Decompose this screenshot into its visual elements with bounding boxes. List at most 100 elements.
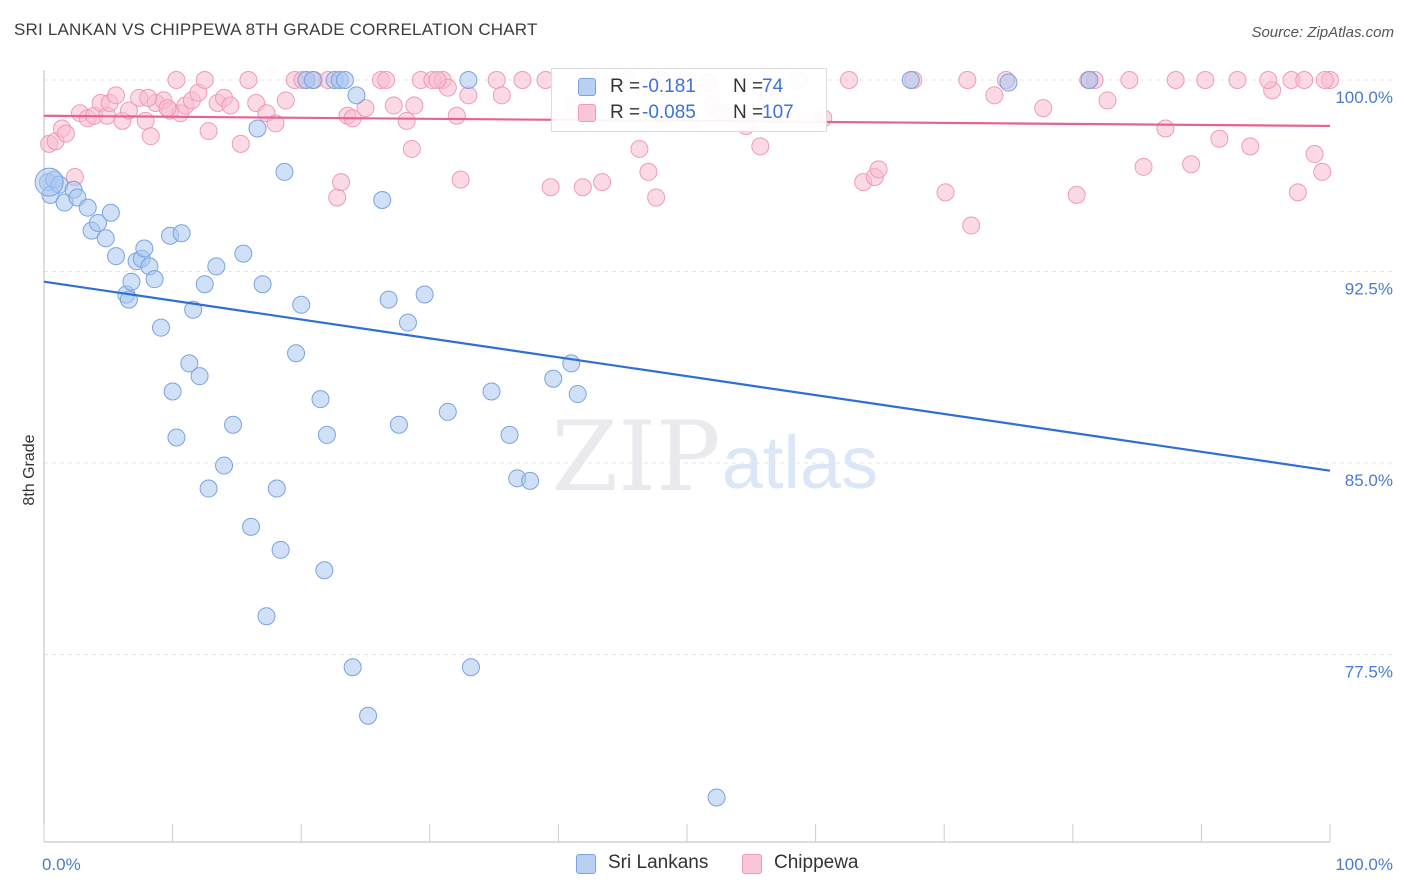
sri-lankan-point-72 (1080, 71, 1099, 89)
chippewa-point-13 (119, 101, 138, 120)
sri-lankan-point-31 (207, 257, 226, 276)
chippewa-swatch (742, 854, 762, 874)
sri-lankan-point-63 (482, 382, 501, 401)
chippewa-point-44 (356, 99, 375, 118)
chippewa-point-47 (397, 111, 416, 130)
y-tick-label-3: 77.5% (1345, 663, 1393, 682)
sri-lankan-point-21 (152, 318, 171, 337)
chippewa-point-58 (492, 86, 511, 105)
sri-lankan-point-51 (335, 71, 354, 89)
n-value: 74 (762, 76, 784, 97)
sri-lankan-point-39 (267, 479, 286, 498)
legend-row-chippewa: R = -0.085 N = 107 (552, 101, 826, 127)
sri-lankan-point-61 (459, 71, 478, 89)
chippewa-point-98 (1166, 71, 1185, 89)
sri-lankan-point-56 (379, 290, 398, 309)
chippewa-point-103 (1241, 137, 1260, 156)
sri-lankan-point-71 (901, 71, 920, 89)
x-tick-label-1: 100.0% (1335, 855, 1393, 874)
y-tick-labels: 100.0% 92.5% 85.0% 77.5% (1335, 88, 1393, 682)
sri-lankan-point-52 (343, 658, 362, 677)
chippewa-point-63 (573, 178, 592, 197)
chippewa-point-109 (1313, 162, 1332, 181)
chippewa-point-85 (936, 183, 955, 202)
sri-lankan-point-60 (438, 402, 457, 421)
sri-lankan-points (34, 71, 1099, 807)
r-value: -0.085 (642, 102, 696, 123)
x-tick-label-0: 0.0% (42, 855, 81, 874)
sri-lankan-point-29 (195, 275, 214, 294)
watermark: ZIP atlas (551, 401, 878, 513)
sri-lankan-point-55 (373, 191, 392, 210)
watermark-atlas: atlas (722, 421, 878, 504)
chippewa-point-16 (141, 127, 160, 146)
sri-lankan-point-43 (292, 295, 311, 314)
r-label: R = (610, 102, 641, 123)
chippewa-point-35 (276, 91, 295, 110)
legend-row-sri-lankans: R = -0.181 N = 74 (552, 75, 826, 101)
sri-lankan-point-69 (568, 385, 587, 404)
sri-lankan-point-28 (190, 367, 209, 386)
sri-lankan-point-32 (215, 456, 234, 475)
chippewa-point-107 (1295, 71, 1314, 89)
chippewa-point-30 (231, 134, 250, 153)
chippewa-point-80 (840, 71, 859, 89)
sri-lankan-point-45 (303, 71, 322, 89)
sri-lankan-point-64 (500, 425, 519, 444)
r-label: R = (610, 76, 641, 97)
source-attribution: Source: ZipAtlas.com (1251, 24, 1394, 41)
sri-lankan-point-48 (317, 425, 336, 444)
chippewa-point-69 (647, 188, 666, 207)
sri-lankan-point-54 (359, 706, 378, 725)
sri-lankan-point-37 (253, 275, 272, 294)
sri-lankan-point-30 (199, 479, 218, 498)
chippewa-point-108 (1305, 145, 1324, 164)
y-tick-label-1: 92.5% (1345, 280, 1393, 299)
chippewa-point-86 (958, 71, 977, 89)
chippewa-point-25 (195, 71, 214, 89)
sri-lankan-point-67 (544, 369, 563, 388)
axes (43, 70, 1331, 843)
sri-lankan-point-15 (122, 272, 141, 291)
chippewa-point-40 (328, 188, 347, 207)
chippewa-point-76 (751, 137, 770, 156)
sri-lankan-point-7 (78, 198, 97, 217)
chippewa-point-95 (1120, 71, 1139, 89)
sri-lankan-point-33 (224, 415, 243, 434)
sri-lankan-point-25 (172, 224, 191, 243)
sri-lankan-point-66 (521, 471, 540, 490)
series-legend: Sri Lankans Chippewa (0, 852, 1406, 878)
chart-title: SRI LANKAN VS CHIPPEWA 8TH GRADE CORRELA… (14, 20, 538, 39)
sri-lankan-point-59 (415, 285, 434, 304)
chippewa-point-59 (513, 71, 532, 89)
sri-lankan-point-23 (163, 382, 182, 401)
chippewa-point-88 (985, 86, 1004, 105)
sri-lankan-cluster-point (34, 167, 64, 197)
chippewa-point-34 (266, 114, 285, 133)
chippewa-point-67 (630, 139, 649, 158)
sri-lankan-point-18 (135, 239, 154, 258)
sri-lankan-point-57 (389, 415, 408, 434)
chippewa-point-91 (1067, 185, 1086, 204)
n-label: N = (733, 76, 764, 97)
sri-lankans-swatch (576, 854, 596, 874)
chippewa-point-20 (167, 71, 186, 89)
chippewa-point-31 (239, 71, 258, 89)
x-tick-labels: 0.0% 100.0% (42, 855, 1393, 874)
chippewa-point-101 (1210, 129, 1229, 148)
chippewa-point-55 (451, 170, 470, 189)
chippewa-point-113 (377, 71, 396, 89)
chippewa-point-111 (1315, 71, 1334, 89)
sri-lankan-point-34 (234, 244, 253, 263)
n-value: 107 (762, 102, 794, 123)
sri-lankan-point-27 (184, 300, 203, 319)
chippewa-point-11 (107, 86, 126, 105)
chippewa-point-116 (428, 71, 447, 89)
legend-label: Sri Lankans (608, 852, 709, 873)
chippewa-point-87 (962, 216, 981, 235)
chippewa-point-46 (384, 96, 403, 115)
chippewa-swatch (578, 104, 596, 122)
chippewa-point-100 (1196, 71, 1215, 89)
sri-lankan-trend-line (43, 280, 1331, 472)
